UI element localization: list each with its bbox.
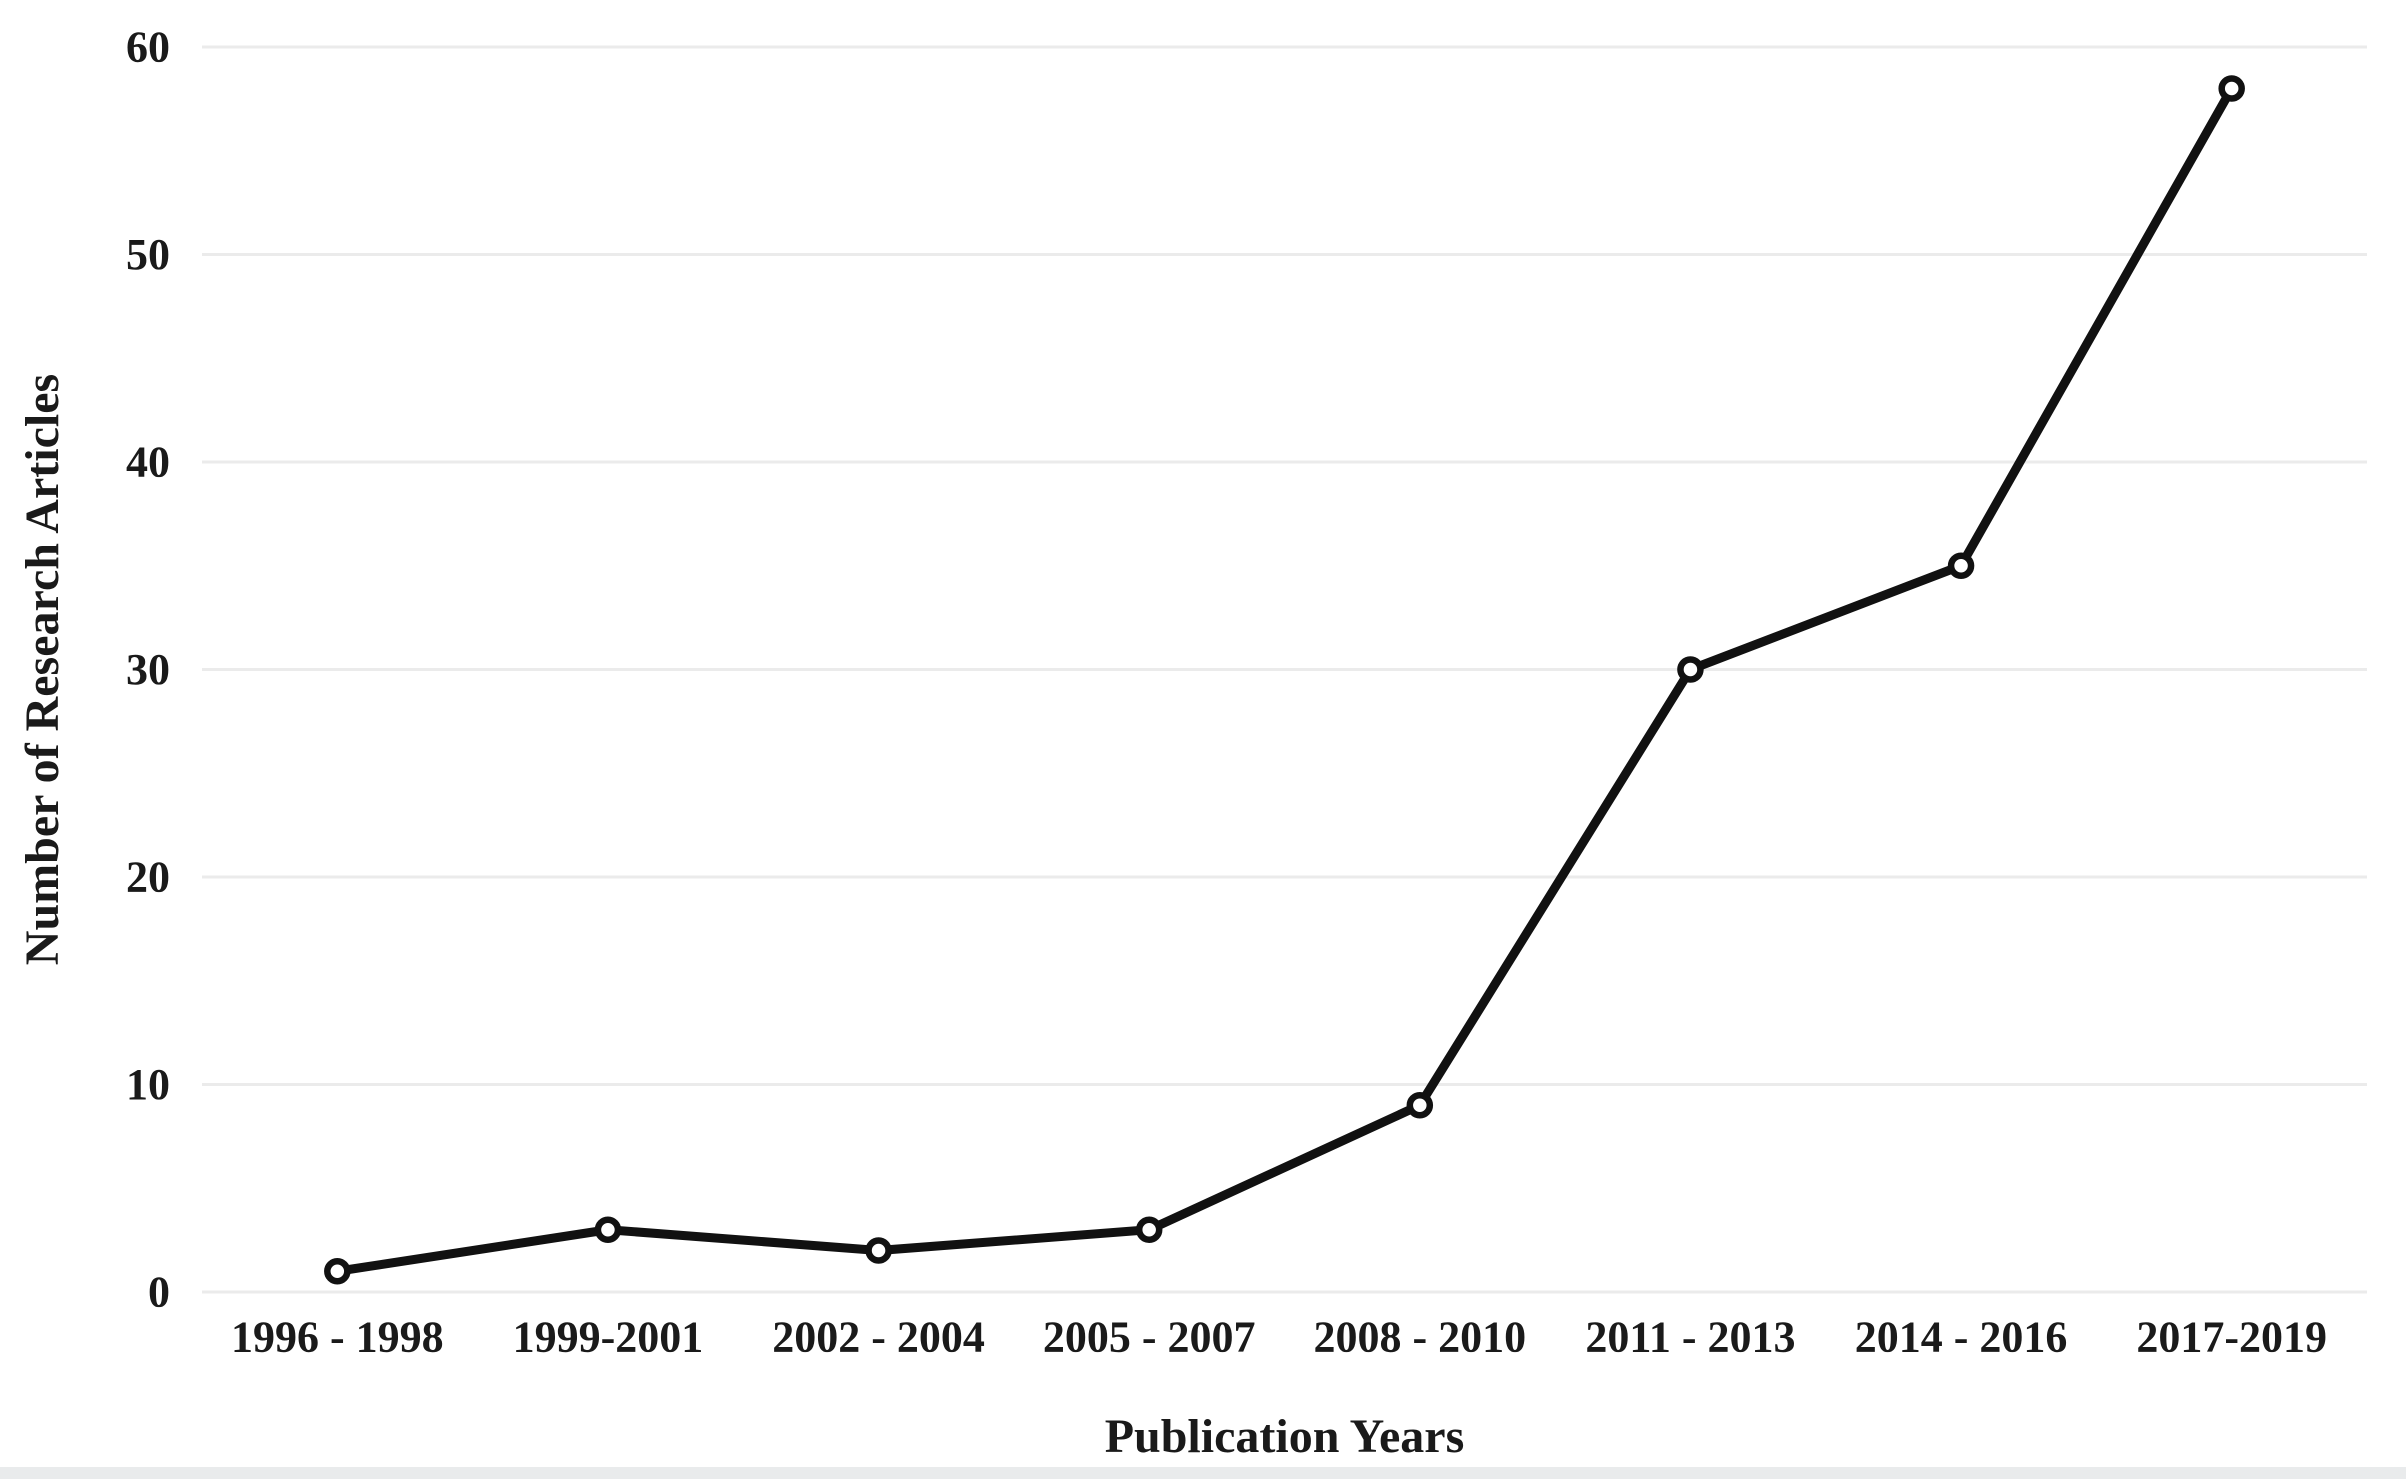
- y-tick-label-10: 10: [126, 1060, 170, 1109]
- x-axis-tick-labels: 1996 - 1998 1999-2001 2002 - 2004 2005 - 20…: [231, 1313, 2327, 1362]
- data-point-2011-2013: [1677, 656, 1704, 683]
- x-tick-label-2: 2002 - 2004: [772, 1313, 985, 1362]
- y-axis-title: Number of Research Articles: [16, 374, 69, 965]
- x-tick-label-4: 2008 - 2010: [1313, 1313, 1526, 1362]
- x-axis-title: Publication Years: [1105, 1410, 1465, 1463]
- data-point-2002-2004: [865, 1237, 892, 1264]
- data-point-1996-1998: [324, 1258, 351, 1285]
- y-tick-label-20: 20: [126, 853, 170, 902]
- y-tick-label-50: 50: [126, 230, 170, 279]
- y-tick-label-60: 60: [126, 23, 170, 72]
- x-tick-label-3: 2005 - 2007: [1043, 1313, 1256, 1362]
- data-line: [332, 84, 2237, 1276]
- y-tick-label-30: 30: [126, 645, 170, 694]
- data-point-2017-2019: [2218, 75, 2245, 102]
- data-point-2005-2007: [1135, 1216, 1163, 1243]
- data-point-2014-2016: [1947, 552, 1975, 579]
- x-tick-label-7: 2017-2019: [2136, 1313, 2327, 1362]
- x-tick-label-5: 2011 - 2013: [1585, 1313, 1795, 1362]
- y-tick-label-40: 40: [126, 438, 170, 487]
- y-tick-label-0: 0: [148, 1268, 170, 1317]
- bottom-edge-strip: [0, 1467, 2406, 1479]
- data-point-markers: [324, 75, 2245, 1285]
- x-tick-label-1: 1999-2001: [513, 1313, 704, 1362]
- y-axis-tick-labels: 0 10 20 30 40 50 60: [126, 23, 170, 1317]
- x-tick-label-6: 2014 - 2016: [1855, 1313, 2068, 1362]
- gridlines: [202, 45, 2367, 1294]
- data-point-2008-2010: [1406, 1092, 1434, 1119]
- data-point-1999-2001: [594, 1216, 622, 1243]
- x-tick-label-0: 1996 - 1998: [231, 1313, 444, 1362]
